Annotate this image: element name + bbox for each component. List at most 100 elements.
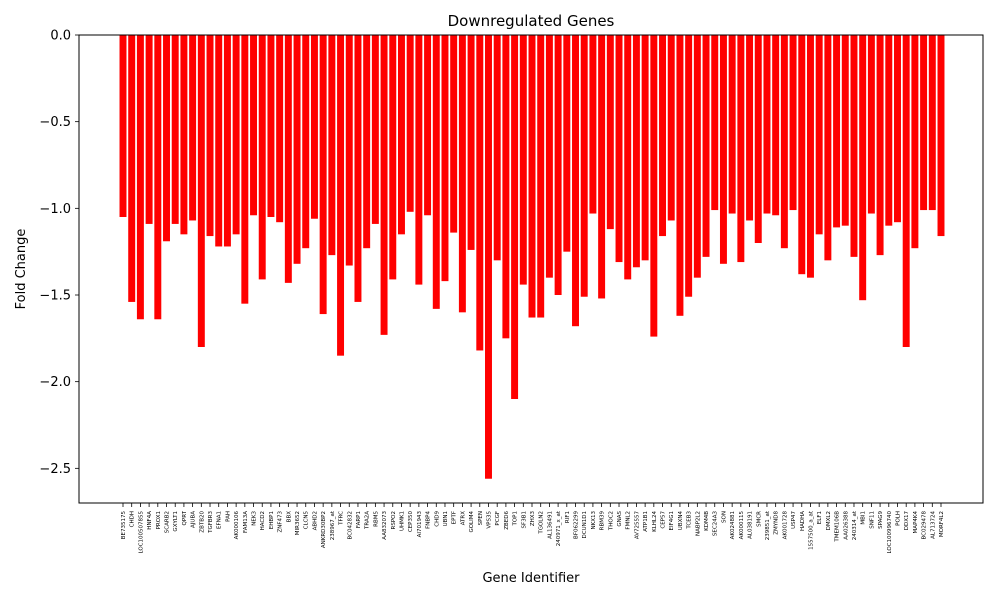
x-tick-label: CHD9	[434, 511, 440, 527]
x-tick-label: UHMK1	[399, 511, 405, 531]
x-tick-label: SCARB2	[165, 511, 171, 533]
x-tick-label: SNF11	[869, 511, 875, 529]
bar	[206, 35, 214, 237]
bars-group	[119, 35, 945, 479]
bar	[876, 35, 884, 256]
x-tick-label: KDM4B	[704, 511, 710, 531]
x-tick-label: ATP1B1	[643, 511, 649, 532]
x-tick-label: TOP1	[513, 511, 519, 527]
bar	[537, 35, 545, 318]
bar	[685, 35, 693, 297]
x-tick-label: AA832073	[382, 511, 388, 540]
x-axis: BE735175 CHDH LOC100507855 HNF4A PROX1 SCARB2…	[121, 503, 945, 554]
x-tick-label: ZNF473	[278, 511, 284, 533]
bar	[606, 35, 614, 230]
y-axis-label: Fold Change	[14, 229, 29, 310]
bar	[867, 35, 875, 214]
x-tick-label: ZBTB20	[199, 511, 205, 533]
x-tick-label: AL136491	[547, 511, 553, 539]
bar	[467, 35, 475, 250]
x-tick-label: ZHX3	[530, 511, 536, 527]
bar	[894, 35, 901, 223]
x-tick-label: 1557500_a_at	[808, 510, 814, 550]
x-tick-label: NABP2L2	[695, 511, 701, 536]
x-tick-label: AK000106	[234, 511, 240, 540]
bar	[302, 35, 310, 249]
y-tick-label: −2.5	[39, 462, 71, 477]
x-tick-label: MORF4L2	[939, 511, 945, 537]
bar	[502, 35, 510, 339]
bar	[833, 35, 841, 228]
bar	[128, 35, 136, 302]
bar	[702, 35, 710, 257]
bar	[519, 35, 527, 285]
x-tick-label: 240314_at	[852, 510, 858, 540]
x-tick-label: EPTF	[452, 511, 458, 524]
x-tick-label: SMCR	[756, 511, 762, 527]
x-tick-label: RBM5	[373, 511, 379, 527]
x-tick-label: DDX17	[904, 511, 910, 531]
bar	[850, 35, 858, 257]
bar	[885, 35, 893, 226]
bar	[545, 35, 553, 278]
bar	[145, 35, 153, 224]
x-tick-label: TGFBR3	[208, 511, 214, 534]
x-tick-label: ELF1	[817, 511, 823, 524]
x-tick-label: CHDH	[130, 511, 136, 527]
bar	[380, 35, 388, 335]
bar	[806, 35, 814, 278]
bar	[659, 35, 667, 237]
x-tick-label: 238967_at	[330, 510, 336, 540]
y-axis: 0.0 −0.5 −1.0 −1.5 −2.0 −2.5	[39, 29, 79, 477]
bar	[441, 35, 449, 282]
x-tick-label: USP47	[791, 511, 797, 529]
x-tick-label: THOC2	[608, 511, 614, 531]
bar	[693, 35, 701, 278]
bar	[397, 35, 405, 235]
bar	[667, 35, 675, 221]
x-tick-label: 240971_x_at	[556, 510, 562, 546]
bar	[458, 35, 466, 313]
x-tick-label: BF062299	[574, 511, 580, 539]
bar	[798, 35, 806, 275]
bar	[363, 35, 371, 249]
bar	[554, 35, 562, 295]
bar	[624, 35, 632, 280]
x-tick-label: EIF4G1	[669, 511, 675, 531]
x-tick-label: ABHD2	[312, 511, 318, 530]
x-tick-label: PCGF	[495, 511, 501, 526]
x-tick-label: BE735175	[121, 511, 127, 540]
bar	[215, 35, 223, 247]
bar	[772, 35, 780, 216]
bar	[719, 35, 727, 264]
bar	[841, 35, 849, 226]
bar	[476, 35, 484, 351]
bar	[424, 35, 432, 216]
bar	[232, 35, 240, 235]
bar	[319, 35, 327, 315]
y-tick-label: −2.0	[39, 375, 71, 390]
bar	[859, 35, 867, 301]
bar	[119, 35, 127, 217]
x-tick-label: SEC24A3	[713, 511, 719, 537]
bar	[223, 35, 231, 247]
x-tick-label: CLCN5	[304, 511, 310, 530]
x-tick-label: FMNL2	[626, 511, 632, 530]
bar	[450, 35, 458, 233]
x-tick-label: 239851_at	[765, 510, 771, 540]
x-tick-label: AK024881	[730, 511, 736, 539]
bar	[641, 35, 649, 261]
x-tick-label: SF3B1	[521, 511, 527, 528]
x-tick-label: TRA2A	[365, 511, 371, 530]
bar	[136, 35, 144, 320]
x-tick-label: ANKRD30BP2	[321, 511, 327, 548]
x-tick-label: AL713724	[930, 511, 936, 539]
x-tick-label: RBM39	[600, 511, 606, 531]
bar	[815, 35, 823, 235]
x-tick-label: MAP4K4	[913, 511, 919, 534]
x-tick-label: RIF1	[565, 511, 571, 523]
bar	[163, 35, 170, 242]
x-axis-label: Gene Identifier	[482, 571, 580, 586]
bar	[920, 35, 928, 211]
